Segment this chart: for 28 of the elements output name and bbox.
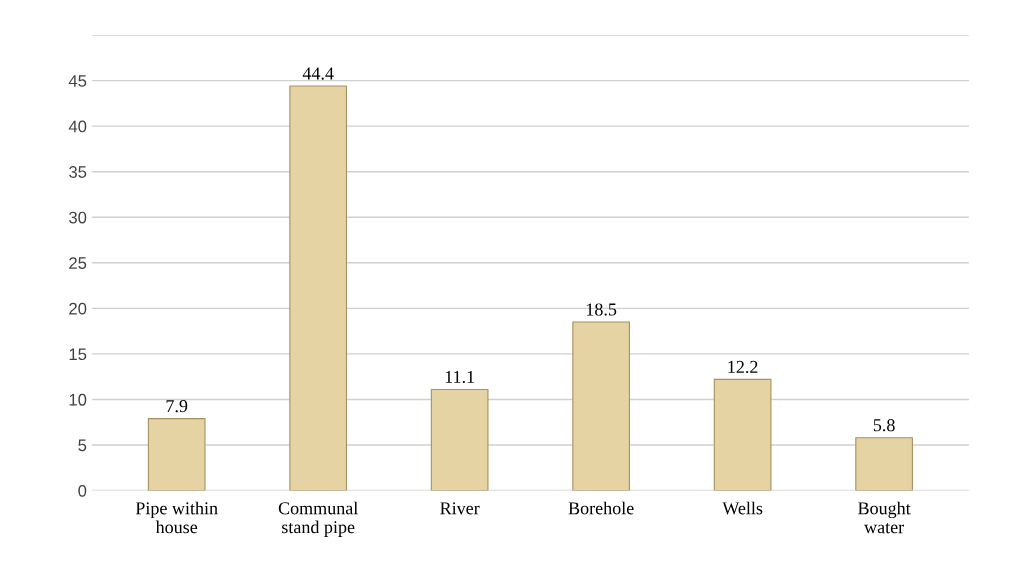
data-label: 7.9: [166, 400, 188, 413]
y-tick-label: 45: [68, 75, 87, 87]
x-tick-label: Wells: [722, 501, 763, 515]
bar: [855, 437, 913, 491]
bar: [430, 388, 489, 491]
data-label: 18.5: [586, 303, 617, 316]
x-tick-label: Borehole: [568, 501, 634, 515]
y-tick-label: 5: [78, 439, 87, 452]
x-tick-label: Communal stand pipe: [278, 501, 358, 537]
y-tick-label: 35: [69, 166, 87, 178]
y-tick-label: 40: [68, 120, 87, 133]
bar: [572, 321, 630, 491]
x-tick-label: Bought water: [858, 501, 911, 534]
data-label: 11.1: [445, 370, 475, 384]
y-tick-label: 30: [69, 211, 87, 224]
y-tick-label: 20: [69, 302, 87, 315]
x-tick-label: Pipe within house: [135, 501, 218, 534]
y-tick-label: 0: [78, 484, 87, 497]
bar: [147, 418, 206, 491]
x-tick-label: River: [440, 502, 480, 515]
y-tick-label: 15: [69, 348, 87, 361]
data-label: 44.4: [302, 67, 334, 80]
bar: [289, 85, 348, 491]
y-tick-label: 25: [69, 257, 87, 269]
bar: [713, 378, 772, 491]
data-label: 5.8: [873, 419, 895, 432]
y-tick-label: 10: [69, 393, 87, 406]
data-label: 12.2: [728, 360, 758, 374]
